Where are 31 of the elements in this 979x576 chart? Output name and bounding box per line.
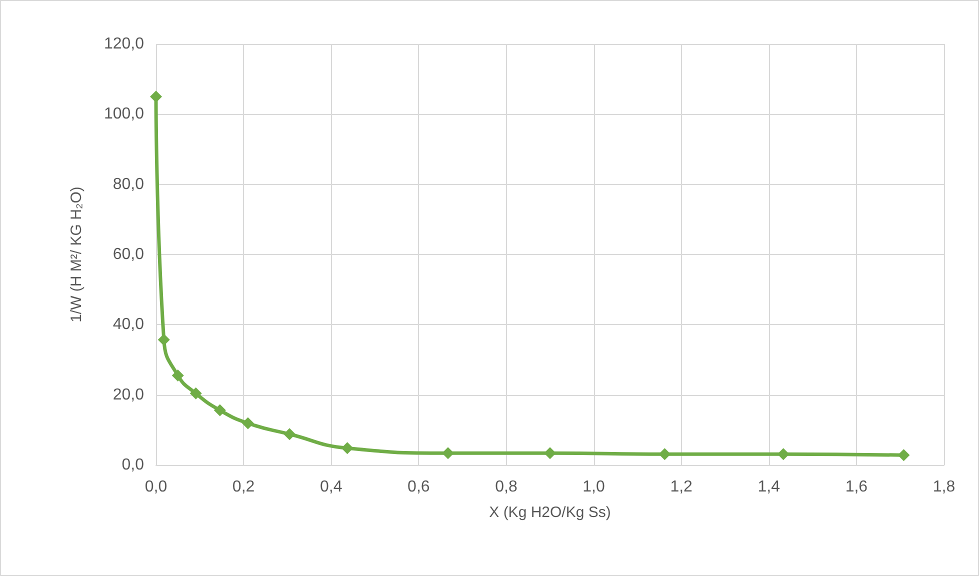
y-tick-label: 0,0	[122, 456, 144, 474]
x-tick-label: 1,2	[670, 478, 693, 496]
y-tick-label: 100,0	[104, 106, 144, 123]
point	[284, 428, 296, 440]
y-tick-label: 120,0	[104, 36, 144, 52]
point	[214, 404, 226, 416]
y-tick-label: 80,0	[112, 176, 144, 193]
point	[341, 442, 354, 454]
point	[158, 334, 170, 346]
y-tick-label: 40,0	[112, 316, 144, 334]
x-tick-label: 0,8	[495, 478, 518, 496]
y-axis-title: 1/W (H M²/ KG H₂O)	[68, 186, 85, 322]
x-tick-label: 1,4	[758, 478, 780, 496]
point	[777, 448, 790, 460]
point	[242, 417, 254, 430]
point	[190, 387, 202, 400]
x-axis-title: X (Kg H2O/Kg Ss)	[489, 504, 611, 521]
point	[658, 448, 671, 460]
point	[544, 447, 556, 460]
x-tick-label: 1,6	[845, 478, 868, 496]
x-tick-label: 0,4	[320, 478, 342, 496]
x-tick-label: 0,0	[144, 478, 168, 496]
y-tick-label: 20,0	[112, 386, 144, 404]
x-tick-label: 1,0	[582, 478, 605, 496]
point	[898, 449, 910, 462]
x-tick-label: 0,6	[408, 478, 430, 496]
point	[442, 447, 454, 460]
x-tick-label: 0,2	[232, 478, 255, 496]
y-tick-label: 60,0	[112, 246, 144, 263]
point	[172, 370, 184, 382]
x-tick-label: 1,8	[932, 478, 956, 496]
